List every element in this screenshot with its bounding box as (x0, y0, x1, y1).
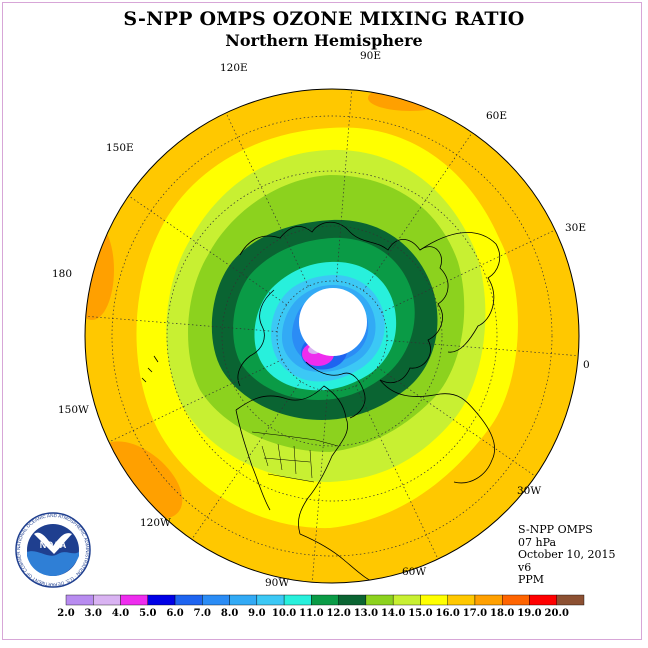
lon-label-180: 180 (52, 268, 73, 280)
greenland-coast (305, 361, 366, 419)
no-data-disk (299, 288, 367, 356)
colorbar-tick-label: 20.0 (544, 608, 569, 619)
colorbar-tick-label: 10.0 (271, 608, 297, 619)
us-canada-border (251, 431, 339, 447)
lon-label-90e: 90E (360, 50, 382, 62)
meridian-line (381, 229, 556, 313)
political-boundaries (251, 431, 339, 483)
contour-16-17-west (85, 220, 114, 320)
aleutian-islands (141, 355, 159, 383)
map-info: S-NPP OMPS 07 hPa October 10, 2015 v6 PP… (518, 523, 616, 587)
meridian-line (377, 366, 536, 477)
colorbar-tick-label: 9.0 (248, 608, 266, 619)
pressure-level: 07 hPa (518, 535, 557, 549)
globe-outline (84, 88, 580, 584)
coastlines (141, 221, 501, 583)
meridian-line (336, 89, 353, 282)
colorbar-tick-label: 13.0 (353, 608, 379, 619)
meridian-line (85, 315, 278, 332)
contour-16-17-north (368, 89, 452, 111)
meridian-line (128, 195, 287, 306)
asia-east-coast (419, 232, 501, 353)
us-state-lines (261, 443, 315, 483)
colorbar-tick-label: 6.0 (166, 608, 184, 619)
colorbar-tick-label: 5.0 (139, 608, 157, 619)
graticule (85, 89, 579, 583)
africa-europe-coast (379, 379, 495, 484)
lon-label-120e: 120E (220, 62, 248, 74)
map-title: S-NPP OMPS OZONE MIXING RATIO (123, 8, 525, 30)
lon-label-120w: 120W (140, 517, 171, 529)
colorbar-tick-label: 16.0 (435, 608, 460, 619)
latitude-50 (111, 115, 553, 557)
meridian-line (225, 112, 309, 287)
meridian-line (191, 381, 302, 540)
meridian-line (386, 340, 579, 357)
lon-label-0: 0 (583, 359, 590, 371)
colorbar-tick-label: 12.0 (326, 608, 351, 619)
latitude-60 (166, 170, 498, 502)
lon-label-150w: 150W (58, 404, 89, 416)
latitude-70 (221, 225, 443, 447)
lon-label-60w: 60W (402, 566, 427, 578)
north-america-west-coast (235, 409, 271, 511)
colorbar-tick-label: 4.0 (111, 608, 130, 619)
colorbar-tick-label: 15.0 (408, 608, 433, 619)
colorbar-tick-label: 3.0 (84, 608, 102, 619)
units-label: PPM (518, 573, 545, 586)
colorbar-tick-label: 7.0 (193, 608, 212, 619)
instrument-label: S-NPP OMPS (518, 523, 593, 536)
colorbar-tick-label: 14.0 (380, 608, 406, 619)
lon-label-60e: 60E (486, 110, 508, 122)
version-label: v6 (518, 560, 532, 574)
colorbar-tick-label: 2.0 (57, 608, 75, 619)
lon-label-30w: 30W (517, 485, 542, 497)
arctic-islands (237, 289, 275, 387)
map-subtitle: Northern Hemisphere (225, 31, 423, 50)
north-america-coast (235, 385, 348, 535)
colorbar-tick-label: 19.0 (517, 608, 542, 619)
meridians (85, 89, 579, 583)
colorbar-tick-label: 8.0 (220, 608, 239, 619)
date-label: October 10, 2015 (518, 548, 616, 561)
latitude-80 (276, 280, 388, 392)
lon-label-30e: 30E (565, 222, 587, 234)
lon-label-150e: 150E (106, 142, 134, 154)
meridian-line (311, 390, 328, 583)
colorbar-tick-label: 17.0 (462, 608, 488, 619)
meridian-line (108, 359, 283, 443)
meridian-line (355, 385, 439, 560)
colorbar-tick-label: 11.0 (299, 608, 324, 619)
colorbar-tick-label: 18.0 (490, 608, 515, 619)
meridian-line (362, 132, 473, 291)
lon-label-90w: 90W (265, 577, 290, 589)
